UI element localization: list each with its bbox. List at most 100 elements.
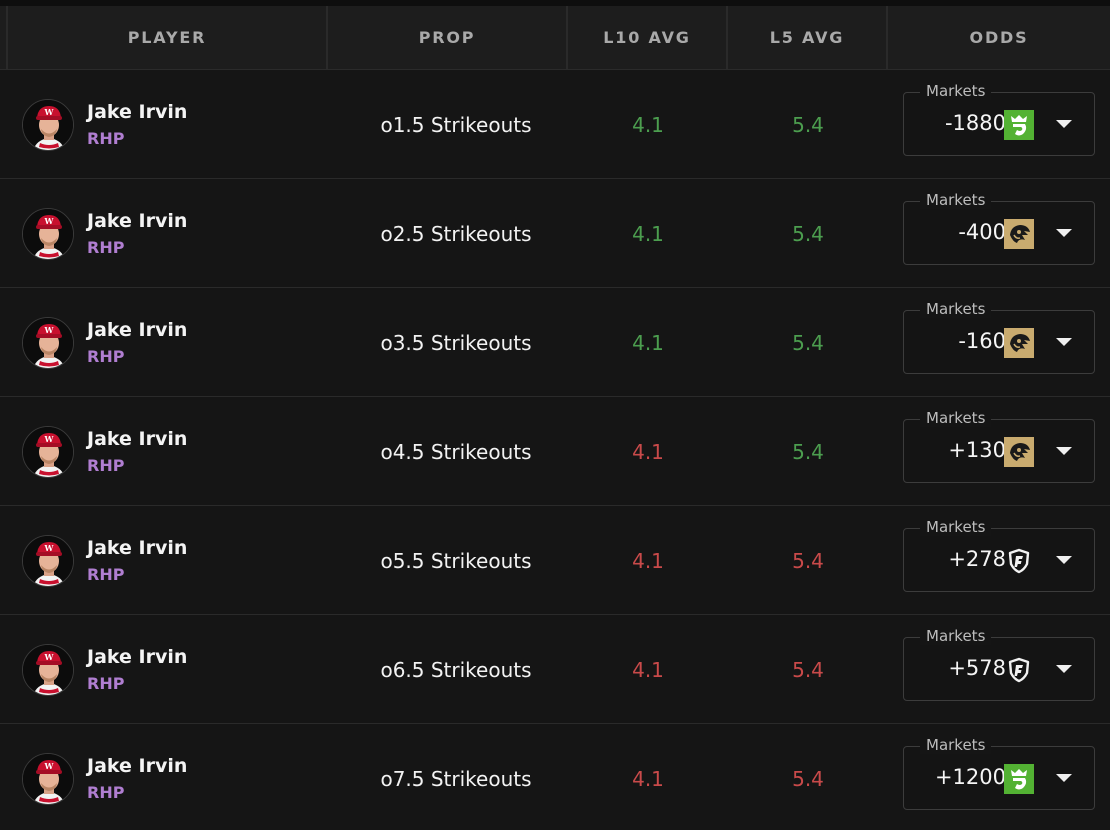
player-cell: W Jake Irvin RHP	[0, 207, 328, 260]
player-cell: W Jake Irvin RHP	[0, 425, 328, 478]
header-player[interactable]: PLAYER	[8, 6, 328, 69]
odds-cell: Markets +130	[888, 397, 1110, 506]
odds-cell: Markets -1880	[888, 70, 1110, 179]
player-avatar: W	[22, 98, 74, 151]
player-name[interactable]: Jake Irvin	[87, 754, 188, 777]
svg-text:W: W	[44, 107, 55, 117]
player-avatar: W	[22, 207, 74, 260]
chevron-down-icon[interactable]	[1056, 665, 1072, 673]
chevron-down-icon[interactable]	[1056, 774, 1072, 782]
markets-dropdown[interactable]: Markets +1200	[903, 736, 1095, 810]
player-cell: W Jake Irvin RHP	[0, 316, 328, 369]
markets-dropdown[interactable]: Markets -160	[903, 300, 1095, 374]
table-row-1[interactable]: W Jake Irvin RHP o1.5 Strikeouts 4.1 5.4…	[0, 70, 1110, 179]
markets-dropdown[interactable]: Markets -400	[903, 191, 1095, 265]
prop-cell: o7.5 Strikeouts	[380, 766, 532, 791]
odds-cell: Markets -160	[888, 288, 1110, 397]
header-prop[interactable]: PROP	[328, 6, 568, 69]
odds-value: +130	[948, 438, 1006, 462]
chevron-down-icon[interactable]	[1056, 556, 1072, 564]
table-row-6[interactable]: W Jake Irvin RHP o6.5 Strikeouts 4.1 5.4…	[0, 615, 1110, 724]
player-position: RHP	[87, 455, 125, 475]
chevron-down-icon[interactable]	[1056, 120, 1072, 128]
fanduel-icon	[1004, 655, 1034, 685]
odds-value: +578	[948, 656, 1006, 680]
player-name[interactable]: Jake Irvin	[87, 318, 188, 341]
player-cell: W Jake Irvin RHP	[0, 98, 328, 151]
odds-value: +278	[948, 547, 1006, 571]
player-avatar: W	[22, 534, 74, 587]
markets-dropdown[interactable]: Markets +278	[903, 518, 1095, 592]
prop-cell: o4.5 Strikeouts	[380, 439, 532, 464]
table-row-2[interactable]: W Jake Irvin RHP o2.5 Strikeouts 4.1 5.4…	[0, 179, 1110, 288]
l10-avg-cell: 4.1	[632, 439, 664, 464]
markets-label: Markets	[920, 82, 992, 100]
l10-avg-cell: 4.1	[632, 221, 664, 246]
l10-avg-cell: 4.1	[632, 657, 664, 682]
player-info: Jake Irvin RHP	[87, 754, 187, 804]
chevron-down-icon[interactable]	[1056, 229, 1072, 237]
odds-cell: Markets +278	[888, 506, 1110, 615]
markets-label: Markets	[920, 300, 992, 318]
header-l10-avg[interactable]: L10 AVG	[568, 6, 728, 69]
markets-label: Markets	[920, 627, 992, 645]
svg-text:W: W	[44, 434, 55, 444]
player-info: Jake Irvin RHP	[87, 209, 187, 259]
markets-dropdown[interactable]: Markets +578	[903, 627, 1095, 701]
player-position: RHP	[87, 564, 125, 584]
fanduel-icon	[1004, 546, 1034, 576]
player-position: RHP	[87, 128, 125, 148]
svg-text:W: W	[44, 543, 55, 553]
markets-dropdown[interactable]: Markets +130	[903, 409, 1095, 483]
odds-value: -1880	[944, 111, 1006, 135]
l10-avg-cell: 4.1	[632, 766, 664, 791]
player-name[interactable]: Jake Irvin	[87, 645, 188, 668]
player-position: RHP	[87, 673, 125, 693]
player-position: RHP	[87, 782, 125, 802]
player-position: RHP	[87, 346, 125, 366]
player-info: Jake Irvin RHP	[87, 645, 187, 695]
svg-text:W: W	[44, 761, 55, 771]
prop-cell: o2.5 Strikeouts	[380, 221, 532, 246]
table-header: PLAYER PROP L10 AVG L5 AVG ODDS	[0, 0, 1110, 70]
header-odds[interactable]: ODDS	[969, 28, 1029, 47]
l5-avg-cell: 5.4	[792, 766, 824, 791]
player-cell: W Jake Irvin RHP	[0, 534, 328, 587]
odds-cell: Markets -400	[888, 179, 1110, 288]
l10-avg-cell: 4.1	[632, 330, 664, 355]
player-avatar: W	[22, 643, 74, 696]
l5-avg-cell: 5.4	[792, 439, 824, 464]
l5-avg-cell: 5.4	[792, 548, 824, 573]
table-row-3[interactable]: W Jake Irvin RHP o3.5 Strikeouts 4.1 5.4…	[0, 288, 1110, 397]
prop-cell: o5.5 Strikeouts	[380, 548, 532, 573]
draftkings-icon	[1004, 764, 1034, 794]
player-info: Jake Irvin RHP	[87, 318, 187, 368]
player-position: RHP	[87, 237, 125, 257]
player-name[interactable]: Jake Irvin	[87, 209, 188, 232]
player-cell: W Jake Irvin RHP	[0, 643, 328, 696]
odds-value: -400	[958, 220, 1006, 244]
betmgm-icon	[1004, 437, 1034, 467]
draftkings-icon	[1004, 110, 1034, 140]
table-row-7[interactable]: W Jake Irvin RHP o7.5 Strikeouts 4.1 5.4…	[0, 724, 1110, 830]
betmgm-icon	[1004, 219, 1034, 249]
prop-cell: o6.5 Strikeouts	[380, 657, 532, 682]
player-name[interactable]: Jake Irvin	[87, 536, 188, 559]
markets-dropdown[interactable]: Markets -1880	[903, 82, 1095, 156]
l5-avg-cell: 5.4	[792, 330, 824, 355]
player-avatar: W	[22, 425, 74, 478]
player-avatar: W	[22, 752, 74, 805]
odds-cell: Markets +578	[888, 615, 1110, 724]
svg-text:W: W	[44, 652, 55, 662]
player-avatar: W	[22, 316, 74, 369]
player-name[interactable]: Jake Irvin	[87, 427, 188, 450]
header-l5-avg[interactable]: L5 AVG	[728, 6, 888, 69]
table-row-5[interactable]: W Jake Irvin RHP o5.5 Strikeouts 4.1 5.4…	[0, 506, 1110, 615]
odds-cell: Markets +1200	[888, 724, 1110, 830]
chevron-down-icon[interactable]	[1056, 447, 1072, 455]
chevron-down-icon[interactable]	[1056, 338, 1072, 346]
svg-text:W: W	[44, 325, 55, 335]
player-name[interactable]: Jake Irvin	[87, 100, 188, 123]
table-row-4[interactable]: W Jake Irvin RHP o4.5 Strikeouts 4.1 5.4…	[0, 397, 1110, 506]
